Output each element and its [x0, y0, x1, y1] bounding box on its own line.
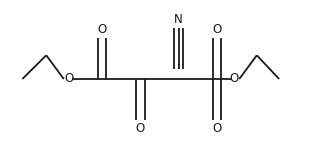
Text: O: O — [136, 122, 145, 135]
Text: N: N — [174, 13, 183, 26]
Text: O: O — [212, 122, 221, 135]
Text: O: O — [64, 73, 73, 85]
Text: O: O — [212, 23, 221, 36]
Text: O: O — [98, 23, 107, 36]
Text: O: O — [230, 73, 239, 85]
